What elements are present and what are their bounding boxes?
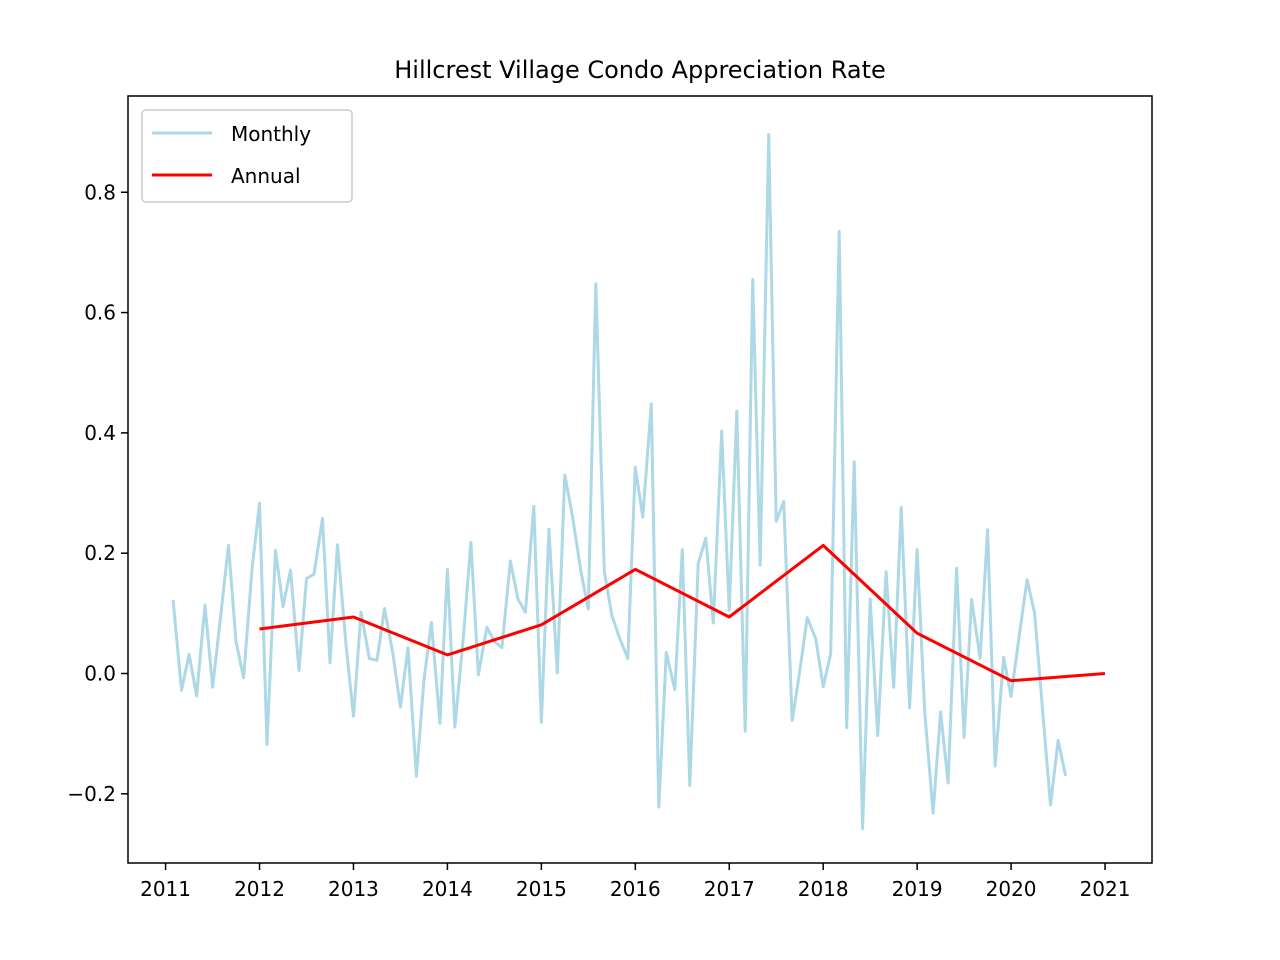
x-tick-label: 2011 [140, 877, 191, 901]
y-axis: −0.2 0.0 0.2 0.4 0.6 0.8 [67, 180, 128, 806]
x-tick-label: 2018 [798, 877, 849, 901]
x-tick-label: 2019 [892, 877, 943, 901]
chart-title: Hillcrest Village Condo Appreciation Rat… [394, 56, 886, 84]
x-tick-label: 2014 [422, 877, 473, 901]
y-tick-label: 0.0 [84, 662, 116, 686]
y-tick-label: −0.2 [67, 782, 116, 806]
legend-label-monthly: Monthly [231, 122, 311, 146]
x-axis: 2011 2012 2013 2014 2015 2016 2017 2018 2019 2020… [140, 863, 1130, 901]
legend: Monthly Annual [141, 109, 353, 203]
x-tick-label: 2015 [516, 877, 567, 901]
y-tick-label: 0.6 [84, 301, 116, 325]
x-tick-label: 2013 [328, 877, 379, 901]
series-line-annual [259, 543, 1106, 683]
x-tick-label: 2020 [986, 877, 1037, 901]
plot-frame [127, 95, 1153, 864]
y-tick-label: 0.8 [84, 180, 116, 204]
x-tick-label: 2012 [234, 877, 285, 901]
legend-label-annual: Annual [231, 164, 301, 188]
series-line-monthly [171, 133, 1068, 831]
x-tick-label: 2021 [1080, 877, 1131, 901]
plot-area [171, 133, 1106, 831]
x-tick-label: 2017 [704, 877, 755, 901]
y-tick-label: 0.2 [84, 541, 116, 565]
x-tick-label: 2016 [610, 877, 661, 901]
y-tick-label: 0.4 [84, 421, 116, 445]
